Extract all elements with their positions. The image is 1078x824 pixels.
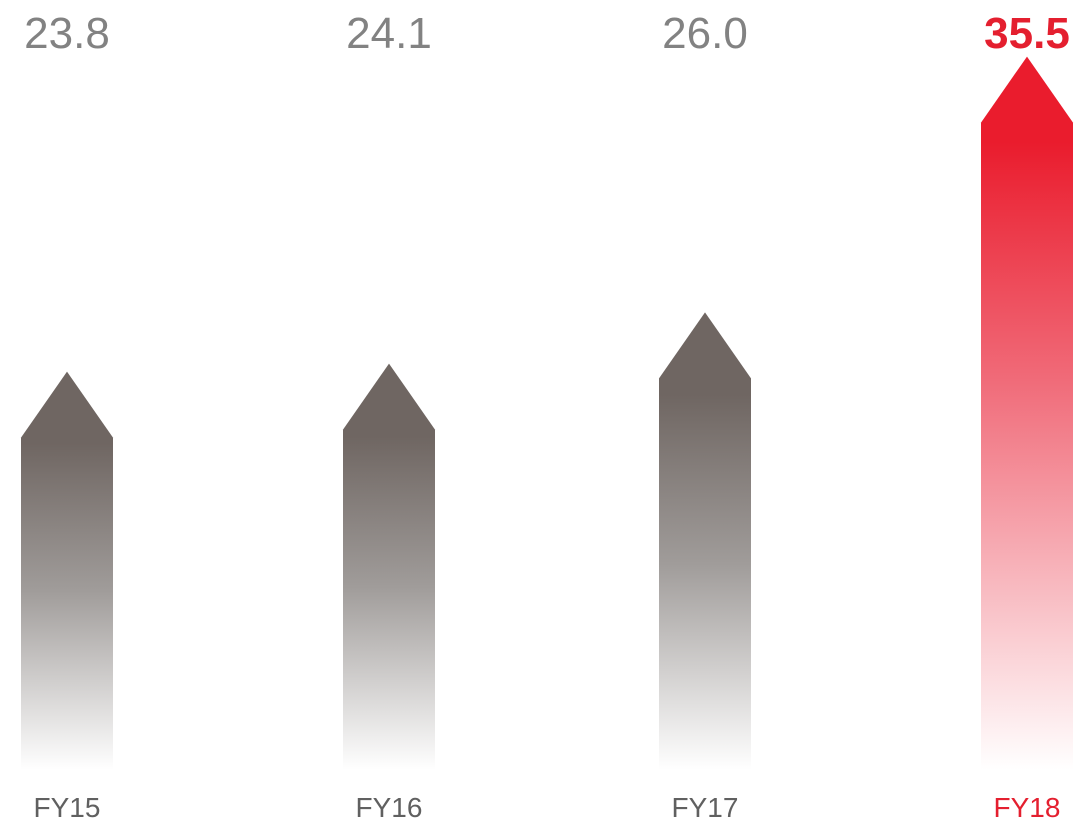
value-label-fy17: 26.0 [662, 9, 748, 58]
category-label-fy18: FY18 [994, 792, 1061, 823]
category-label-fy17: FY17 [672, 792, 739, 823]
category-label-fy16: FY16 [356, 792, 423, 823]
labels-layer: 23.8 FY15 24.1 FY16 26.0 FY17 35.5 FY18 [24, 9, 1070, 823]
value-label-fy18: 35.5 [984, 9, 1070, 58]
value-label-fy15: 23.8 [24, 9, 110, 58]
bar-fy15 [21, 371, 113, 770]
bar-fy18 [981, 56, 1073, 770]
value-label-fy16: 24.1 [346, 9, 432, 58]
bars-layer [21, 56, 1073, 770]
bar-fy17 [659, 312, 751, 770]
category-label-fy15: FY15 [34, 792, 101, 823]
bar-fy16 [343, 363, 435, 770]
